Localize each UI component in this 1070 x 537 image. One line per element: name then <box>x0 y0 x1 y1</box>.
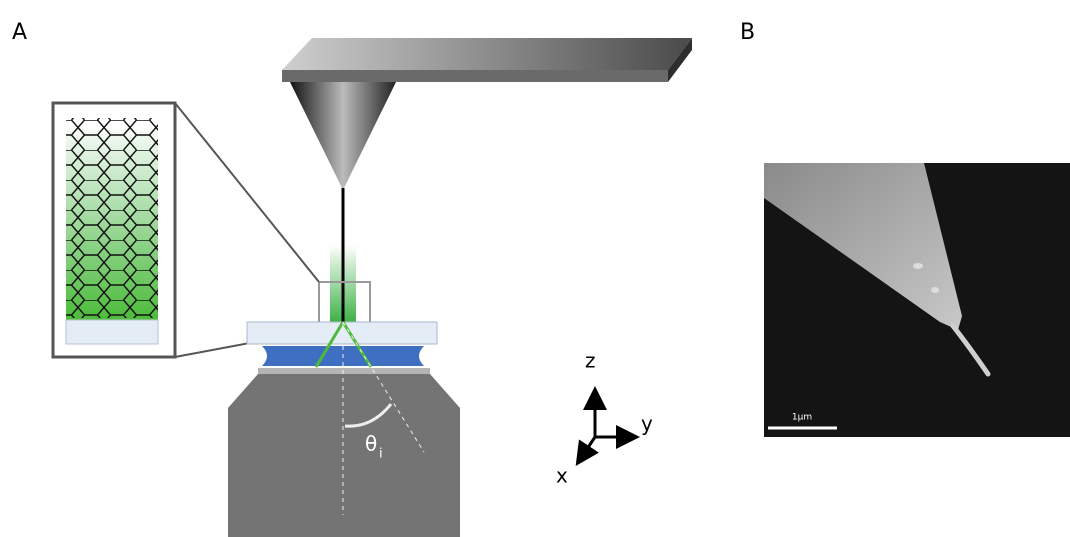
inset <box>53 103 319 357</box>
panel-label: B <box>740 20 755 45</box>
coordinate-axes <box>579 392 634 461</box>
angle-label: θ <box>365 432 377 456</box>
sem-image <box>764 163 1070 437</box>
objective-top <box>258 368 430 374</box>
objective <box>228 374 460 537</box>
angle-subscript: i <box>379 447 383 462</box>
panel-label: A <box>12 20 27 45</box>
cantilever <box>282 38 692 82</box>
axis-label: z <box>585 349 596 373</box>
tip-cone <box>290 82 396 190</box>
figure: A B θ i z y x <box>0 0 1070 537</box>
axis-label: x <box>556 464 568 488</box>
scale-bar-label: 1μm <box>792 413 812 423</box>
axis-label: y <box>641 412 653 436</box>
